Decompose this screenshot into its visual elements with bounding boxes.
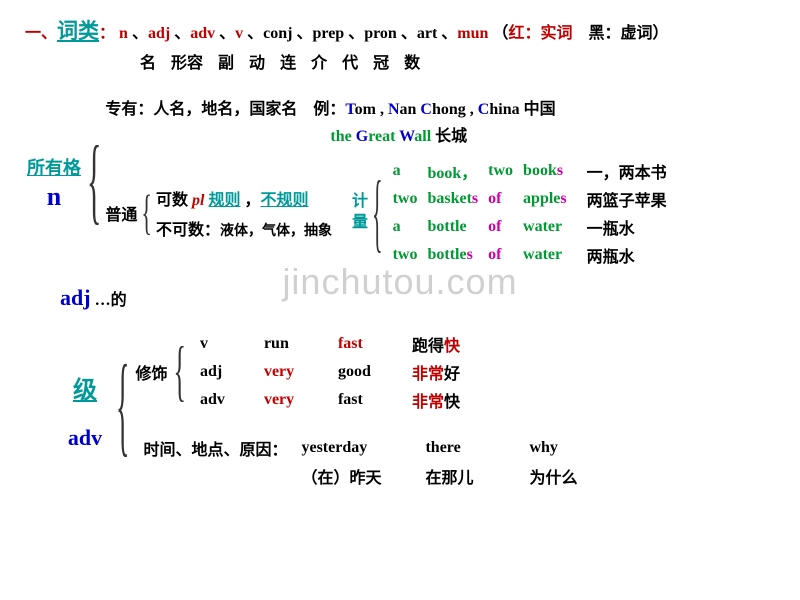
- proper-row: 专有：人名，地名，国家名 例：Tom , Nan Chong , China 中…: [105, 95, 672, 119]
- pos-n: n: [119, 25, 128, 42]
- examples-table: abook，twobooks一，两本书 twobasketsofapples两篮…: [387, 156, 673, 270]
- pos-conj: conj: [263, 25, 292, 42]
- title-label: 词类: [57, 19, 99, 43]
- brace-n: {: [87, 128, 101, 237]
- pos-art: art: [417, 25, 437, 42]
- adv-section: 级 adv { 修饰 { vrunfast跑得快 adjverygood非常好 …: [60, 329, 775, 491]
- common-row: 普通 { 可数 pl 规则 ，不规则 不可数：液体，气体，抽象 计量 { abo…: [105, 156, 672, 270]
- adv-label: adv: [60, 425, 110, 451]
- great-wall-row: the Great Wall 长城: [330, 122, 672, 146]
- legend: （红：实词 黑：虚词）: [492, 25, 668, 42]
- adj-row: adj …的: [60, 285, 775, 311]
- possessive-label: 所有格: [25, 154, 83, 180]
- grade-label: 级: [60, 370, 110, 405]
- title-row-cn: 名形容副动连介代冠数: [140, 49, 775, 73]
- title-prefix: 一、: [25, 25, 57, 42]
- brace-adv: {: [116, 346, 129, 474]
- brace-common: {: [141, 184, 152, 241]
- title-row: 一、词类： n 、adj 、adv 、v 、conj 、prep 、pron 、…: [25, 15, 775, 45]
- adv-bottom: 时间、地点、原因：yesterdaytherewhy （在）昨天在那儿为什么: [135, 433, 585, 491]
- pos-prep: prep: [312, 25, 344, 42]
- common-label: 普通: [105, 201, 137, 225]
- n-label: n: [25, 182, 83, 212]
- brace-modify: {: [173, 333, 185, 411]
- pos-pron: pron: [364, 25, 397, 42]
- pos-v: v: [235, 25, 243, 42]
- pos-adj: adj: [148, 25, 170, 42]
- pos-mun: mun: [457, 25, 488, 42]
- modify-label: 修饰: [135, 360, 167, 384]
- brace-measure: {: [372, 161, 383, 265]
- pos-adv: adv: [190, 25, 215, 42]
- n-section: 所有格 n { 专有：人名，地名，国家名 例：Tom , Nan Chong ,…: [25, 95, 775, 270]
- colon: ：: [99, 25, 115, 42]
- adv-table: vrunfast跑得快 adjverygood非常好 advveryfast非常…: [192, 329, 468, 415]
